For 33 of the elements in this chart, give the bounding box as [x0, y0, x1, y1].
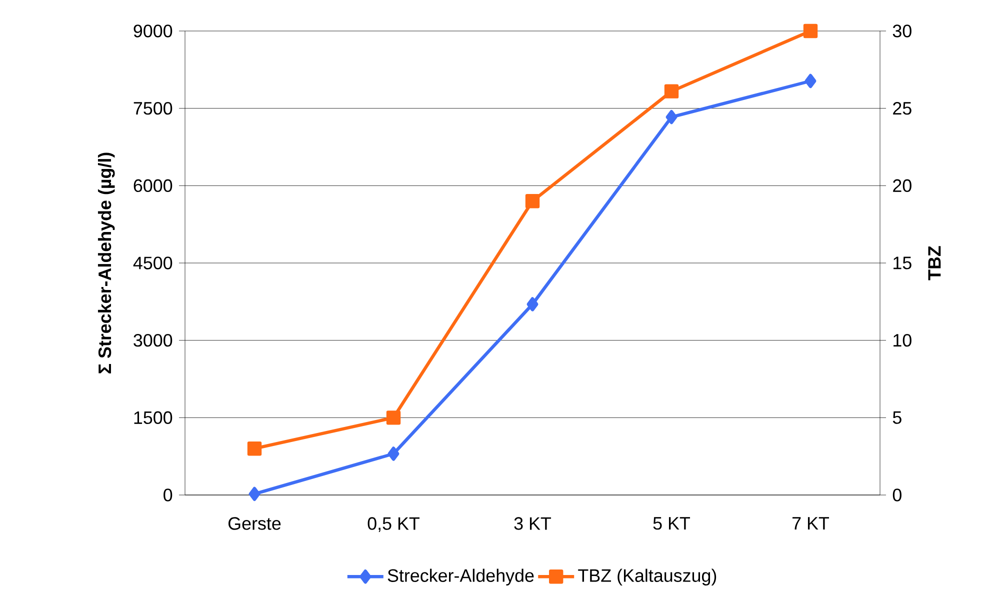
y-tick-label: 0 — [164, 488, 172, 502]
point — [247, 442, 262, 456]
y2-tick-label: 10 — [894, 334, 912, 347]
y-tick-label: 9000 — [134, 24, 172, 38]
y2-tick-label: 15 — [894, 256, 912, 270]
y2-axis-title: TBZ — [928, 246, 941, 280]
point — [525, 194, 540, 208]
x-tick-label: Gerste — [228, 517, 281, 530]
y-tick-label: 1500 — [134, 411, 172, 424]
y-tick-label: 6000 — [134, 179, 172, 192]
y2-tick-label: 25 — [893, 102, 912, 115]
y2-tick-label: 5 — [892, 411, 902, 424]
point — [388, 446, 400, 461]
y-axis-title: Σ Strecker-Aldehyde (µg/l) — [98, 152, 115, 374]
legend-label: TBZ (Kaltauszug) — [578, 568, 716, 586]
legend-label: Strecker-Aldehyde — [388, 568, 534, 586]
point — [248, 486, 260, 502]
y2-tick-label: 0 — [892, 488, 902, 502]
point — [526, 297, 538, 312]
y2-tick-label: 20 — [893, 179, 912, 192]
point — [804, 74, 816, 88]
x-tick-label: 3 KT — [514, 517, 552, 530]
y-tick-label: 4500 — [133, 256, 172, 270]
y-tick-label: 3000 — [134, 334, 172, 347]
point — [386, 410, 401, 425]
y-tick-label: 7500 — [134, 102, 172, 115]
x-tick-label: 0,5 KT — [368, 517, 420, 532]
point — [664, 84, 679, 98]
x-tick-label: 7 KT — [792, 517, 830, 530]
y2-tick-label: 30 — [892, 24, 912, 38]
point — [803, 24, 818, 38]
x-tick-label: 5 KT — [653, 517, 690, 530]
point — [666, 110, 678, 124]
